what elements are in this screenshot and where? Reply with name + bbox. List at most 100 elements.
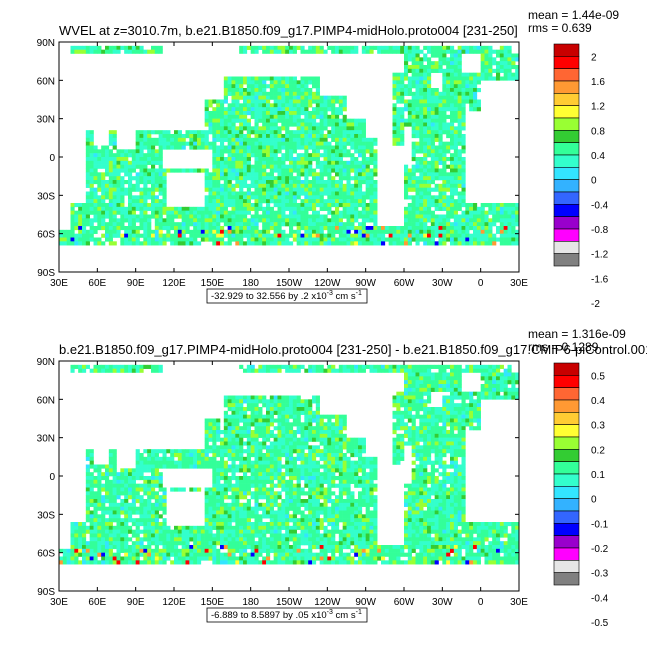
colorbar-box — [553, 130, 580, 143]
x-tick-label: 30W — [432, 278, 453, 289]
colorbar-box — [553, 387, 580, 401]
panel-title: b.e21.B1850.f09_g17.PIMP4-midHolo.proto0… — [59, 342, 647, 357]
map-panel-2: b.e21.B1850.f09_g17.PIMP4-midHolo.proto0… — [37, 327, 647, 629]
colorbar-box — [553, 204, 580, 217]
x-tick-label: 150E — [201, 597, 225, 608]
x-tick-label: 30E — [50, 278, 68, 289]
colorbar-label: 0.4 — [591, 396, 605, 407]
x-tick-label: 60E — [88, 278, 106, 289]
colorbar-label: -2 — [591, 299, 600, 310]
colorbar-label: 0 — [591, 495, 597, 506]
range-info-text: -6.889 to 8.5897 by .05 x10-3 cm s-1 — [211, 609, 362, 621]
x-tick-label: 30E — [510, 278, 528, 289]
colorbar-label: -0.4 — [591, 200, 609, 211]
x-tick-label: 0 — [478, 597, 484, 608]
colorbar-box — [553, 399, 580, 413]
y-tick-label: 30N — [37, 434, 55, 445]
y-tick-label: 90N — [37, 357, 55, 368]
x-tick-label: 120E — [162, 278, 186, 289]
x-tick-label: 120W — [314, 278, 341, 289]
colorbar-box — [553, 142, 580, 156]
y-tick-label: 30N — [37, 115, 55, 126]
colorbar-box — [553, 375, 580, 388]
colorbar-label: -0.1 — [591, 519, 609, 530]
colorbar-box — [553, 473, 580, 487]
y-tick-label: 60N — [37, 76, 55, 87]
colorbar-label: -1.2 — [591, 250, 609, 261]
colorbar-label: -0.3 — [591, 569, 609, 580]
colorbar-box — [553, 241, 580, 254]
y-tick-label: 60S — [37, 230, 55, 241]
colorbar-box — [553, 105, 580, 119]
x-tick-label: 60E — [88, 597, 106, 608]
colorbar-box — [553, 449, 580, 462]
rms-stat: rms = 0.1289 — [528, 340, 599, 354]
colorbar-label: 0 — [591, 176, 597, 187]
y-tick-label: 30S — [37, 191, 55, 202]
colorbar-box — [553, 80, 580, 94]
colorbar-label: 0.8 — [591, 126, 605, 137]
colorbar-box — [553, 117, 580, 131]
colorbar-label: -0.2 — [591, 544, 609, 555]
colorbar-box — [553, 93, 580, 106]
x-tick-label: 30E — [50, 597, 68, 608]
colorbar-box — [553, 560, 580, 573]
colorbar-box — [553, 523, 580, 536]
colorbar-box — [553, 498, 580, 512]
colorbar-box — [553, 547, 580, 561]
panel-title: WVEL at z=3010.7m, b.e21.B1850.f09_g17.P… — [59, 23, 518, 38]
colorbar-box — [553, 179, 580, 193]
y-tick-label: 0 — [49, 472, 55, 483]
colorbar-box — [553, 572, 580, 586]
rms-stat: rms = 0.639 — [528, 21, 592, 35]
y-tick-label: 90S — [37, 268, 55, 279]
colorbar-label: 1.6 — [591, 77, 605, 88]
range-info-text: -32.929 to 32.556 by .2 x10-3 cm s-1 — [211, 290, 362, 302]
x-tick-label: 0 — [478, 278, 484, 289]
colorbar-label: -0.8 — [591, 225, 609, 236]
y-tick-label: 60N — [37, 395, 55, 406]
colorbar: 2 1.6 1.2 0.8 0.4 0 -0.4 -0.8 -1.2 -1.6 -2 — [553, 43, 609, 310]
colorbar-box — [553, 535, 580, 549]
colorbar-box — [553, 43, 580, 57]
colorbar-box — [553, 68, 580, 82]
x-tick-label: 60W — [394, 278, 415, 289]
colorbar-label: 1.2 — [591, 102, 605, 113]
colorbar-box — [553, 56, 580, 69]
colorbar-box — [553, 216, 580, 230]
x-tick-label: 120W — [314, 597, 341, 608]
colorbar-box — [553, 167, 580, 180]
x-tick-label: 120E — [162, 597, 186, 608]
colorbar-box — [553, 412, 580, 425]
colorbar-box — [553, 253, 580, 267]
y-tick-label: 90S — [37, 587, 55, 598]
range-info-box — [206, 288, 368, 304]
ocean-field — [59, 45, 520, 246]
x-tick-label: 30E — [510, 597, 528, 608]
x-tick-label: 90W — [355, 278, 376, 289]
colorbar-box — [553, 191, 580, 205]
colorbar-box — [553, 436, 580, 450]
colorbar: 0.5 0.4 0.3 0.2 0.1 0 -0.1 -0.2 -0.3 -0.4 -0.5 — [553, 362, 609, 629]
colorbar-label: 0.3 — [591, 421, 605, 432]
x-tick-label: 90W — [355, 597, 376, 608]
x-tick-label: 180 — [242, 597, 259, 608]
y-tick-label: 30S — [37, 510, 55, 521]
colorbar-label: 2 — [591, 52, 597, 63]
y-tick-label: 90N — [37, 38, 55, 49]
colorbar-box — [553, 362, 580, 376]
colorbar-label: 0.4 — [591, 151, 605, 162]
colorbar-label: -0.4 — [591, 593, 609, 604]
x-tick-label: 30W — [432, 597, 453, 608]
colorbar-label: 0.5 — [591, 371, 605, 382]
colorbar-box — [553, 154, 580, 168]
colorbar-box — [553, 424, 580, 438]
x-tick-label: 180 — [242, 278, 259, 289]
colorbar-box — [553, 510, 580, 524]
colorbar-label: -1.6 — [591, 274, 609, 285]
ocean-field — [59, 364, 520, 565]
colorbar-box — [553, 461, 580, 475]
colorbar-label: 0.2 — [591, 445, 605, 456]
map-panel-1: WVEL at z=3010.7m, b.e21.B1850.f09_g17.P… — [37, 8, 620, 310]
